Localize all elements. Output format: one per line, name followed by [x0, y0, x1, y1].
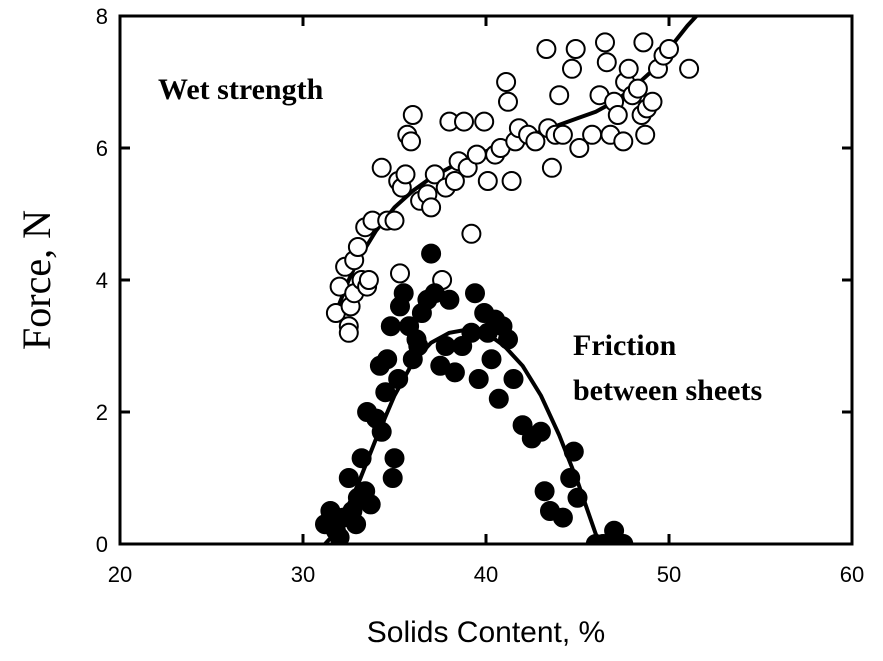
wet-strength-point	[501, 171, 522, 191]
friction-point	[435, 336, 456, 356]
y-tick-label: 0	[96, 532, 108, 557]
x-tick-label: 20	[108, 562, 132, 587]
wet-strength-point	[358, 270, 379, 290]
wet-strength-point	[659, 39, 679, 59]
wet-strength-point	[613, 131, 634, 152]
wet-strength-point	[466, 144, 487, 165]
wet-strength-point	[569, 138, 590, 158]
friction-point	[329, 527, 350, 544]
wet-strength-point	[618, 58, 639, 79]
y-tick-label: 2	[96, 400, 108, 425]
wet-strength-point	[536, 39, 557, 59]
wet-strength-point	[633, 32, 654, 53]
friction-point	[552, 507, 573, 528]
friction-point	[388, 369, 409, 389]
annotation-wet-strength: Wet strength	[158, 73, 324, 106]
wet-strength-point	[549, 85, 570, 106]
wet-strength-point	[454, 111, 474, 132]
wet-strength-point	[582, 124, 603, 145]
wet-strength-point	[461, 223, 482, 244]
wet-strength-point	[679, 58, 700, 79]
annotation-friction-line2: between sheets	[573, 374, 762, 407]
wet-strength-fit-line	[337, 16, 699, 306]
friction-point	[393, 283, 414, 304]
friction-point	[567, 487, 588, 508]
wet-strength-point	[338, 322, 359, 343]
friction-point	[604, 520, 625, 541]
friction-point	[503, 369, 524, 389]
wet-strength-point	[562, 58, 582, 79]
friction-point	[346, 514, 367, 535]
wet-strength-point	[401, 131, 421, 152]
friction-point	[377, 349, 398, 370]
wet-strength-point	[347, 237, 368, 257]
friction-point	[382, 468, 403, 488]
wet-strength-point	[371, 157, 392, 178]
wet-strength-point	[607, 105, 628, 125]
wet-strength-point	[424, 164, 445, 185]
wet-strength-point	[384, 210, 405, 231]
y-tick-label: 8	[96, 4, 108, 29]
friction-point	[444, 362, 465, 383]
friction-point	[461, 322, 482, 343]
friction-point	[338, 468, 359, 488]
wet-strength-point	[565, 39, 586, 59]
friction-point	[371, 421, 392, 442]
wet-strength-point	[390, 263, 410, 284]
friction-point	[481, 349, 502, 370]
wet-strength-point	[552, 124, 573, 145]
wet-strength-point	[541, 157, 562, 178]
axis-ticks: 20 30 40 50 60 0 2 4 6 8	[96, 4, 864, 587]
wet-strength-point	[496, 72, 517, 92]
wet-strength-point	[596, 52, 617, 73]
friction-point	[375, 382, 396, 403]
wet-strength-point	[474, 111, 495, 132]
x-tick-label: 30	[291, 562, 315, 587]
wet-strength-point	[402, 105, 423, 125]
wet-strength-point	[635, 124, 656, 145]
wet-strength-point	[627, 78, 648, 99]
y-axis-title: Force, N	[14, 210, 59, 350]
friction-point	[384, 448, 405, 469]
friction-point	[468, 369, 489, 389]
friction-point	[534, 481, 555, 502]
y-tick-label: 6	[96, 136, 108, 161]
friction-point	[380, 316, 401, 337]
wet-strength-point	[525, 131, 546, 152]
x-axis-title: Solids Content, %	[367, 616, 605, 649]
wet-strength-point	[421, 197, 442, 218]
x-tick-label: 50	[657, 562, 681, 587]
x-tick-label: 40	[474, 562, 498, 587]
friction-point	[465, 283, 485, 304]
wet-strength-point	[477, 171, 498, 191]
friction-point	[351, 448, 372, 469]
wet-strength-point	[595, 32, 615, 53]
friction-point	[421, 243, 442, 264]
x-tick-label: 60	[840, 562, 864, 587]
friction-point	[498, 329, 518, 350]
friction-point	[360, 494, 381, 515]
friction-point	[563, 441, 584, 462]
friction-point	[439, 289, 460, 310]
friction-point	[488, 388, 509, 409]
friction-point	[530, 421, 551, 442]
wet-strength-point	[498, 91, 518, 112]
wet-strength-point	[395, 164, 416, 185]
friction-point	[408, 336, 429, 356]
annotation-friction-line1: Friction	[573, 329, 677, 362]
wet-strength-point	[444, 171, 465, 191]
data-points	[315, 32, 700, 544]
friction-point	[560, 468, 581, 488]
y-tick-label: 4	[96, 268, 108, 293]
wet-strength-point	[642, 91, 663, 112]
